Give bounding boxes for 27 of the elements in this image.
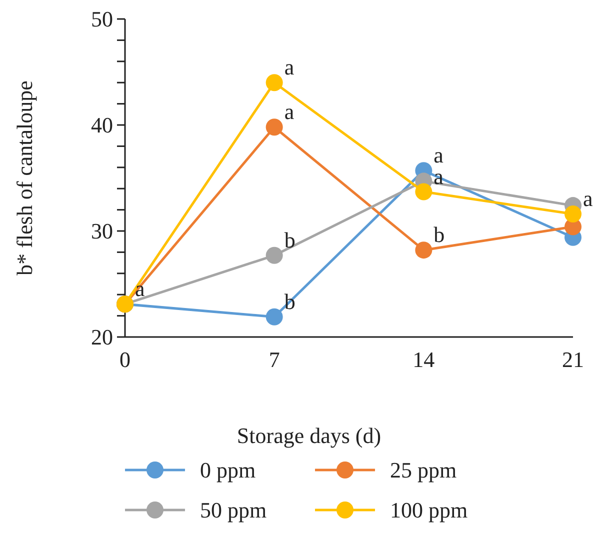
point — [266, 74, 283, 92]
point — [564, 206, 582, 223]
point — [266, 118, 283, 136]
legend-label: 25 ppm — [390, 458, 457, 483]
point — [266, 308, 283, 326]
legend-label: 0 ppm — [200, 458, 256, 483]
point — [415, 242, 432, 259]
annotation: a — [583, 186, 593, 212]
point — [266, 246, 283, 264]
x-tick-label: 0 — [120, 347, 130, 372]
y-tick-label: 40 — [91, 112, 113, 138]
y-tick-label: 50 — [91, 6, 113, 32]
y-tick-label: 20 — [91, 324, 113, 350]
x-tick-label: 14 — [412, 347, 435, 372]
x-tick-label: 21 — [562, 347, 584, 372]
annotation: a — [434, 142, 444, 168]
annotation: a — [284, 99, 294, 124]
y-tick-label: 30 — [91, 218, 113, 244]
annotation: a — [284, 54, 294, 80]
x-tick-label: 7 — [268, 347, 280, 372]
x-axis-title: Storage days (d) — [236, 423, 382, 448]
annotation: b — [434, 222, 445, 248]
legend-label: 50 ppm — [200, 498, 267, 523]
y-axis-title: b* flesh of cantaloupe — [12, 80, 37, 276]
point — [415, 183, 432, 200]
legend-label: 100 ppm — [390, 498, 468, 523]
annotation: b — [284, 227, 296, 252]
